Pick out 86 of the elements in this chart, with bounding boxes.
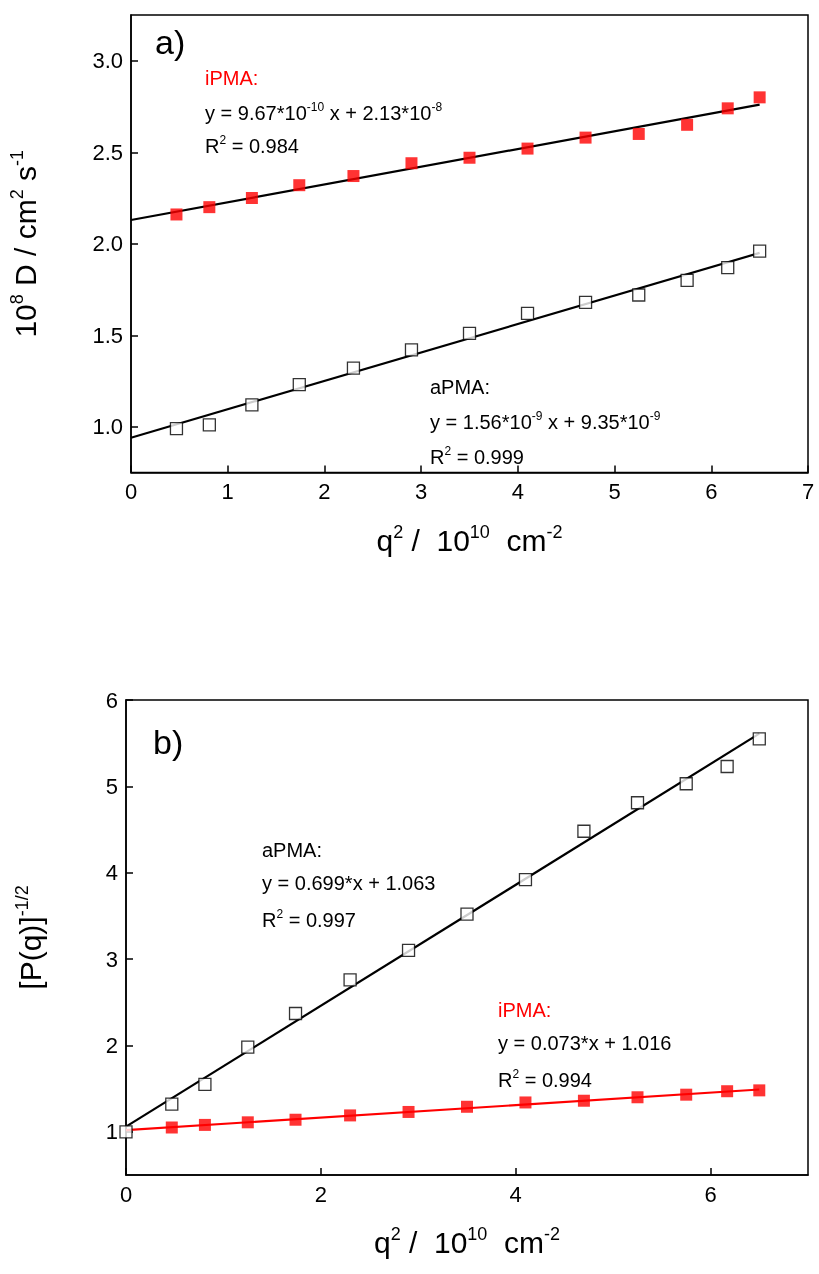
x-tick-label: 7 — [801, 479, 815, 504]
x-tick-label: 2 — [318, 479, 331, 504]
point — [579, 131, 592, 144]
x-tick-label: 6 — [704, 1181, 717, 1207]
point — [577, 1094, 590, 1107]
point — [241, 1116, 254, 1129]
y-tick-label: 1.0 — [92, 414, 123, 440]
point — [753, 1084, 766, 1097]
point — [346, 361, 361, 375]
y-axis-title: 108 D / cm2 s-1 — [7, 149, 42, 338]
point — [753, 91, 766, 104]
point — [292, 378, 306, 392]
text: b) — [153, 723, 184, 761]
point — [519, 1096, 532, 1109]
chart-title: a) — [155, 23, 186, 61]
x-tick-label: 3 — [415, 479, 428, 504]
point — [752, 244, 767, 258]
point — [681, 118, 694, 131]
point — [245, 398, 259, 412]
point — [203, 201, 216, 214]
point — [577, 824, 591, 838]
point — [632, 127, 645, 140]
point — [288, 1006, 303, 1021]
y-tick-label: 6 — [105, 687, 118, 713]
point — [520, 306, 535, 320]
x-tick-label: 4 — [509, 1181, 522, 1207]
x-tick-label: 5 — [608, 479, 621, 504]
point — [344, 1109, 357, 1122]
point — [461, 1100, 473, 1113]
point — [198, 1077, 212, 1091]
annotation: y = 0.699*x + 1.063 — [262, 872, 436, 894]
point — [202, 418, 216, 432]
y-tick-label: 1.5 — [92, 322, 123, 348]
point — [463, 151, 476, 164]
point — [404, 343, 419, 357]
point — [198, 1118, 211, 1131]
point — [405, 157, 418, 170]
point — [680, 1088, 693, 1101]
y-tick-label: 3 — [105, 946, 118, 972]
point — [347, 170, 360, 183]
point — [401, 943, 416, 958]
annotation: y = 0.073*x + 1.016 — [498, 1032, 672, 1054]
point — [289, 1113, 302, 1126]
point — [518, 872, 533, 887]
text: iPMA: — [498, 999, 552, 1021]
point — [631, 1091, 644, 1104]
point — [402, 1105, 415, 1118]
point — [245, 192, 258, 204]
y-tick-label: 2 — [105, 1032, 118, 1058]
x-tick-label: 0 — [124, 479, 138, 504]
text: iPMA: — [205, 67, 259, 89]
point — [170, 208, 183, 221]
y-tick-label: 4 — [105, 860, 118, 886]
point — [241, 1040, 255, 1054]
point — [721, 260, 735, 275]
x-tick-label: 4 — [511, 479, 524, 504]
x-tick-label: 0 — [119, 1181, 133, 1207]
point — [165, 1121, 178, 1134]
point — [293, 179, 306, 192]
point — [721, 102, 734, 115]
point — [165, 1097, 179, 1111]
y-tick-label: 2.5 — [92, 139, 123, 165]
point — [632, 288, 646, 302]
point — [578, 295, 593, 309]
point — [119, 1125, 133, 1139]
point — [343, 973, 357, 987]
point — [521, 142, 534, 155]
y-tick-label: 3.0 — [92, 48, 123, 74]
y-tick-label: 5 — [105, 773, 118, 799]
point — [720, 759, 734, 774]
point — [460, 907, 474, 921]
x-tick-label: 6 — [705, 479, 718, 504]
point — [169, 421, 184, 436]
x-tick-label: 2 — [314, 1181, 327, 1207]
y-axis-title: [P(q)]-1/2 — [12, 885, 47, 990]
y-tick-label: 1 — [105, 1119, 118, 1145]
point — [630, 796, 645, 810]
x-tick-label: 1 — [221, 479, 234, 504]
text: aPMA: — [262, 839, 323, 861]
point — [752, 732, 766, 746]
point — [462, 326, 477, 341]
point — [721, 1085, 734, 1098]
series-label: aPMA: — [430, 376, 491, 398]
point — [680, 273, 694, 287]
point — [679, 777, 693, 791]
y-tick-label: 2.0 — [92, 231, 123, 257]
